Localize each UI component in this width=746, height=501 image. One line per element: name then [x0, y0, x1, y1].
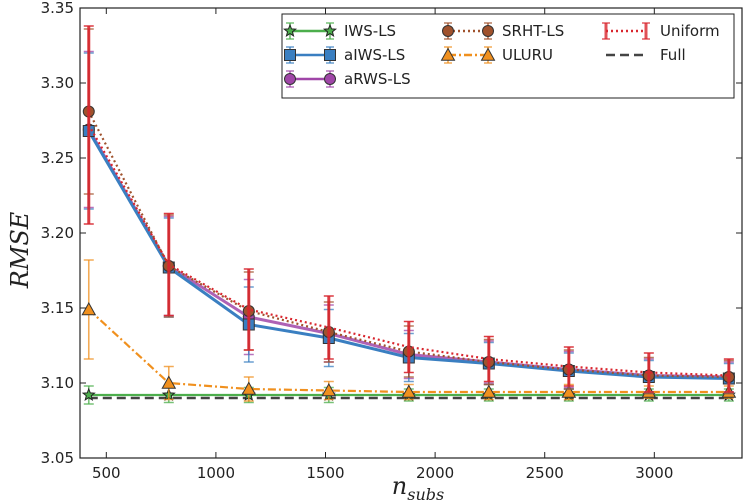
x-axis-label: nsubs [392, 472, 444, 501]
legend-label: aIWS-LS [344, 46, 405, 64]
legend-label: Full [660, 46, 686, 64]
legend-marker [284, 49, 296, 61]
series-line-uniform [87, 124, 729, 377]
point-uluru [81, 301, 97, 316]
legend-marker [282, 23, 298, 37]
x-tick-label: 2500 [526, 464, 564, 482]
legend-marker [482, 25, 494, 37]
y-tick-label: 3.10 [41, 374, 74, 392]
legend-marker [322, 23, 338, 37]
legend-label: IWS-LS [344, 22, 396, 40]
point-uluru [321, 382, 337, 397]
x-tick-label: 1500 [306, 464, 344, 482]
point-uluru [401, 384, 417, 398]
legend-entry-uluru: ULURU [440, 46, 553, 64]
legend-marker [284, 73, 296, 85]
legend: IWS-LS aIWS-LS aRWS-LS SRHT-LS ULURU Uniform F… [281, 13, 735, 99]
y-axis-label: RMSE [6, 211, 34, 289]
y-tick-label: 3.20 [41, 224, 74, 242]
point-iws-ls [81, 387, 96, 401]
y-tick-label: 3.05 [41, 449, 74, 467]
legend-marker [324, 49, 336, 61]
legend-marker [324, 73, 336, 85]
series-uniform [83, 25, 734, 393]
legend-entry-aiws-ls: aIWS-LS [284, 46, 405, 64]
y-tick-label: 3.30 [41, 74, 74, 92]
x-tick-label: 500 [92, 464, 121, 482]
legend-label: ULURU [502, 46, 553, 64]
x-axis-label-subscript: subs [407, 485, 444, 501]
x-tick-label: 2000 [416, 464, 454, 482]
legend-label: SRHT-LS [502, 22, 564, 40]
y-tick-label: 3.25 [41, 149, 74, 167]
x-tick-label: 1000 [197, 464, 235, 482]
point-uluru [481, 384, 497, 398]
legend-box [281, 13, 735, 99]
x-tick-label: 3000 [635, 464, 673, 482]
point-uluru [161, 375, 177, 389]
legend-entry-arws-ls: aRWS-LS [284, 70, 411, 88]
y-tick-label: 3.15 [41, 299, 74, 317]
legend-entry-iws-ls: IWS-LS [282, 22, 396, 40]
legend-marker [480, 47, 496, 61]
x-axis-label-main: n [392, 472, 407, 500]
legend-label: aRWS-LS [344, 70, 411, 88]
point-uluru [241, 381, 257, 395]
legend-marker [442, 25, 454, 37]
axes: 500 1000 1500 2000 2500 3000 3.05 3.10 3.15 3.20 3… [41, 0, 743, 482]
point-uluru [561, 384, 577, 398]
legend-entry-full: Full [606, 46, 686, 64]
legend-marker [440, 47, 456, 61]
y-tick-label: 3.35 [41, 0, 74, 17]
legend-entry-uniform: Uniform [602, 22, 720, 40]
plot-area [81, 25, 737, 405]
legend-label: Uniform [660, 22, 720, 40]
legend-entry-srht-ls: SRHT-LS [442, 22, 564, 40]
